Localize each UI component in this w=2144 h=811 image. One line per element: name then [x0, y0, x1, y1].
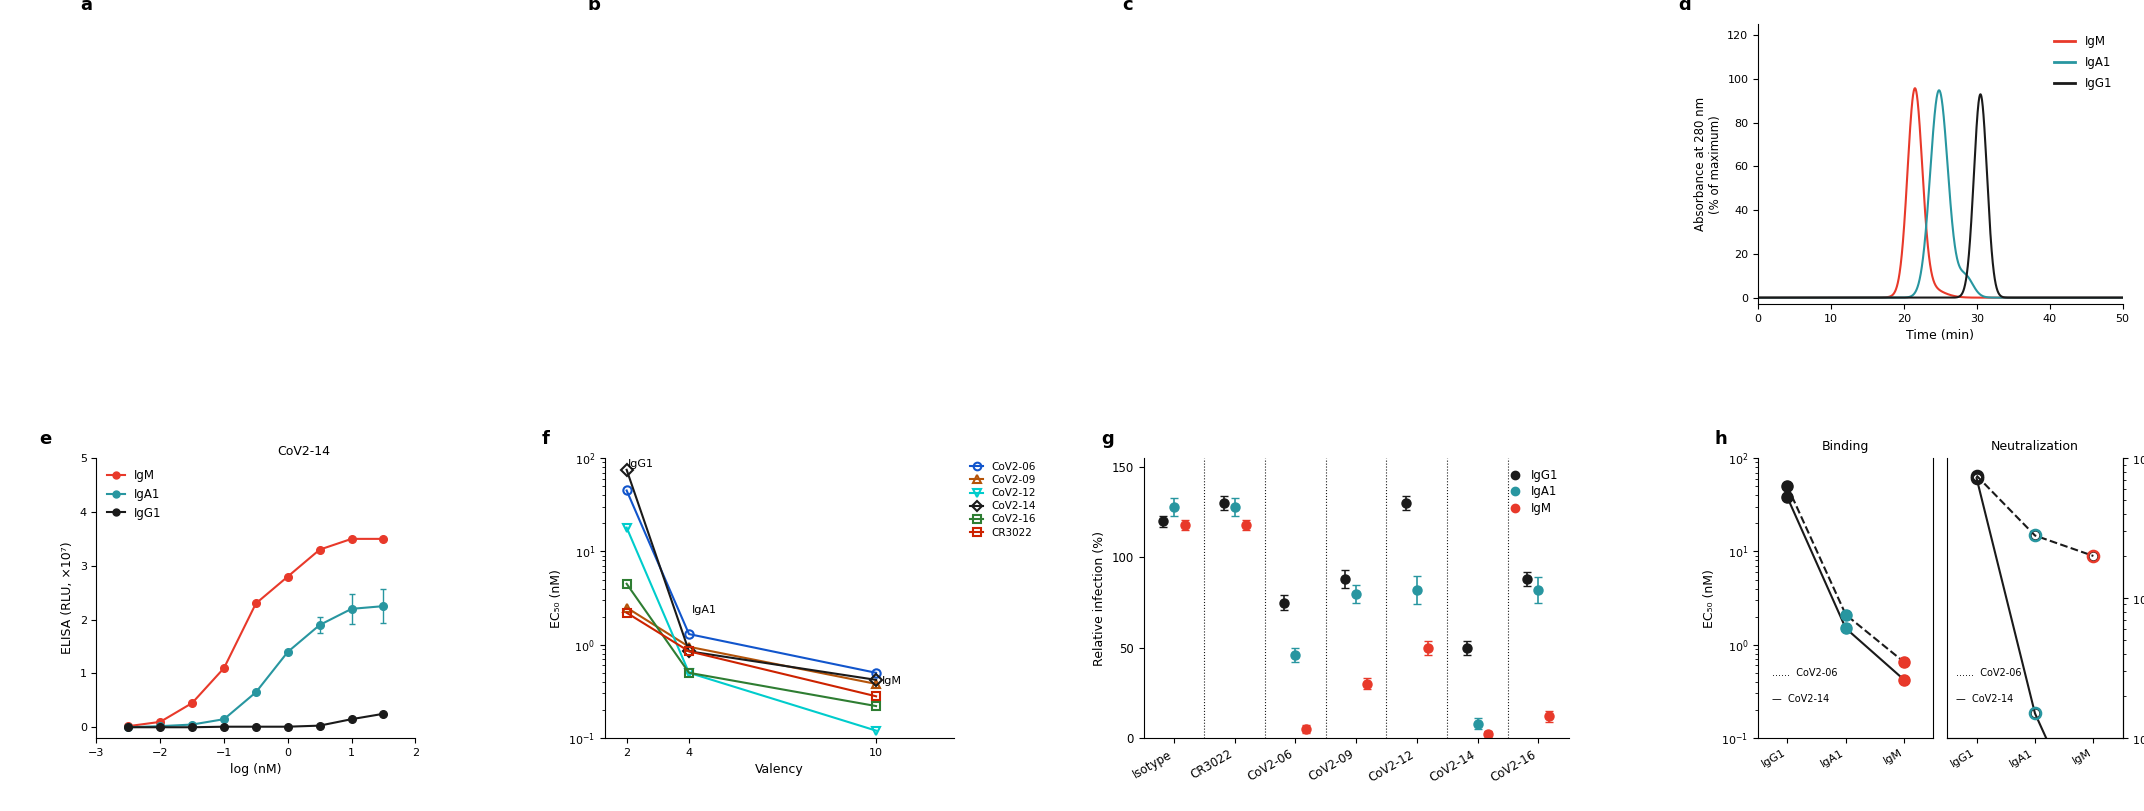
Y-axis label: Absorbance at 280 nm
(% of maximum): Absorbance at 280 nm (% of maximum) [1694, 97, 1722, 231]
IgM [1902, 84, 1927, 93]
X-axis label: log (nM): log (nM) [229, 763, 281, 776]
X-axis label: Valency: Valency [755, 763, 804, 776]
Y-axis label: EC₅₀ (nM): EC₅₀ (nM) [549, 569, 562, 628]
Line: IgG1: IgG1 [1758, 94, 2123, 298]
Text: b: b [587, 0, 600, 15]
IgA1 [1765, 293, 1790, 303]
Legend: IgM, IgA1, IgG1: IgM, IgA1, IgG1 [103, 464, 167, 524]
IgM [1923, 281, 1949, 290]
Text: c: c [1121, 0, 1132, 15]
Line: IgM: IgM [1758, 88, 2123, 298]
IgM [1912, 217, 1938, 227]
IgM [2099, 293, 2125, 303]
IgA1 [1923, 103, 1949, 113]
Text: IgA1: IgA1 [693, 605, 716, 615]
Title: Neutralization: Neutralization [1992, 440, 2080, 453]
Text: g: g [1102, 430, 1113, 448]
Y-axis label: EC₅₀ (nM): EC₅₀ (nM) [1702, 569, 1715, 628]
IgA1 [2099, 293, 2125, 303]
Text: IgG1: IgG1 [628, 459, 654, 470]
Text: h: h [1715, 430, 1728, 448]
IgG1 [1968, 89, 1994, 99]
Y-axis label: ELISA (RLU, ×10⁷): ELISA (RLU, ×10⁷) [60, 542, 75, 654]
IgG1 [1923, 293, 1949, 303]
IgA1 [2110, 293, 2135, 303]
Y-axis label: Relative infection (%): Relative infection (%) [1093, 530, 1106, 666]
Text: f: f [542, 430, 549, 448]
Text: ......  CoV2-06: ...... CoV2-06 [1773, 668, 1837, 679]
IgG1 [1745, 293, 1771, 303]
IgA1 [1912, 227, 1938, 237]
Text: —  CoV2-14: — CoV2-14 [1955, 693, 2013, 704]
Legend: CoV2-06, CoV2-09, CoV2-12, CoV2-14, CoV2-16, CR3022: CoV2-06, CoV2-09, CoV2-12, CoV2-14, CoV2… [967, 457, 1040, 542]
IgG1 [1765, 293, 1790, 303]
IgG1 [2033, 293, 2058, 303]
Legend: IgM, IgA1, IgG1: IgM, IgA1, IgG1 [2050, 30, 2116, 95]
Text: d: d [1679, 0, 1692, 15]
Line: IgA1: IgA1 [1758, 90, 2123, 298]
IgG1 [2099, 293, 2125, 303]
IgM [1745, 293, 1771, 303]
IgM [2110, 293, 2135, 303]
Text: —  CoV2-14: — CoV2-14 [1773, 693, 1829, 704]
IgG1 [2110, 293, 2135, 303]
Text: e: e [39, 430, 51, 448]
X-axis label: Time (min): Time (min) [1906, 329, 1975, 342]
Text: ......  CoV2-06: ...... CoV2-06 [1955, 668, 2022, 679]
IgM [1765, 293, 1790, 303]
IgA1 [2033, 293, 2058, 303]
Text: a: a [81, 0, 92, 15]
IgA1 [1745, 293, 1771, 303]
IgG1 [2099, 293, 2125, 303]
IgA1 [1925, 85, 1951, 95]
IgG1 [1912, 293, 1938, 303]
IgA1 [2099, 293, 2125, 303]
Title: Binding: Binding [1822, 440, 1870, 453]
IgM [2099, 293, 2125, 303]
IgM [2033, 293, 2058, 303]
Legend: IgG1, IgA1, IgM: IgG1, IgA1, IgM [1499, 464, 1563, 520]
Text: IgM: IgM [883, 676, 903, 686]
Title: CoV2-14: CoV2-14 [277, 445, 330, 458]
